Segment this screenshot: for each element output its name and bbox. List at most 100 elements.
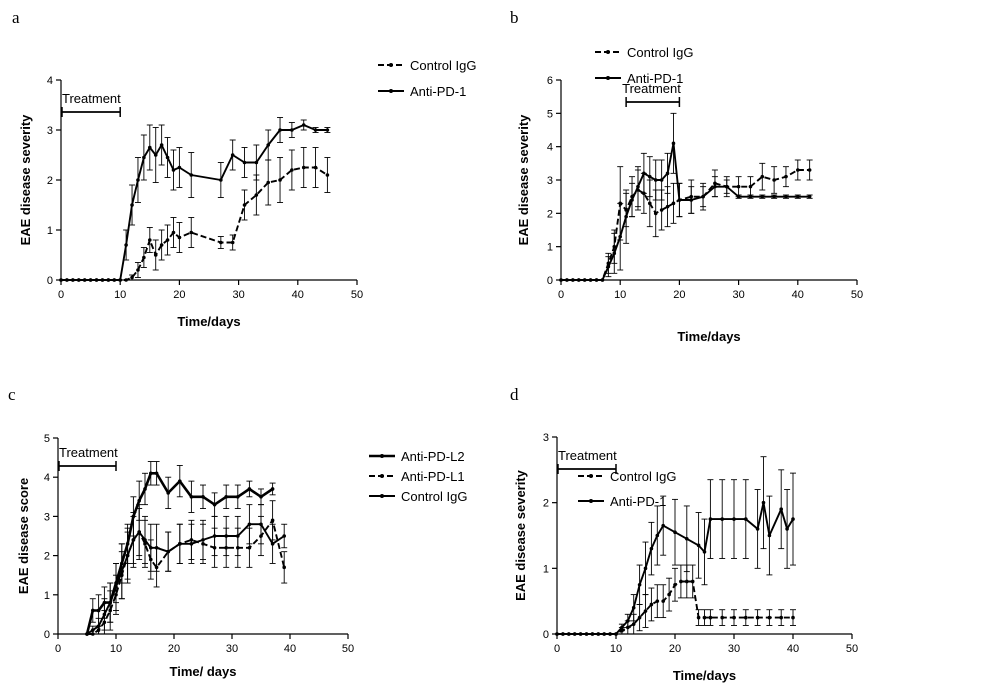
x-tick-label: 30 — [232, 289, 244, 301]
data-point — [655, 599, 660, 603]
data-point — [755, 527, 760, 531]
data-point — [171, 168, 176, 172]
data-point — [673, 582, 677, 587]
data-point — [189, 495, 194, 499]
data-point — [701, 194, 705, 199]
y-tick-label: 5 — [44, 433, 50, 445]
data-point — [748, 184, 753, 189]
data-point — [685, 579, 689, 584]
data-point — [94, 278, 99, 282]
data-point — [653, 211, 658, 216]
treatment-label: Treatment — [558, 448, 617, 463]
data-point — [96, 608, 101, 613]
data-point — [266, 143, 271, 147]
treatment-label: Treatment — [62, 91, 121, 106]
data-point — [230, 240, 235, 245]
data-point — [96, 624, 101, 628]
x-tick-label: 40 — [284, 643, 296, 655]
data-point — [177, 165, 182, 170]
legend-marker — [380, 494, 384, 498]
data-point — [606, 264, 611, 269]
series-line-control-igg — [61, 166, 328, 281]
data-point — [630, 198, 634, 202]
data-point — [219, 240, 223, 245]
data-point — [612, 251, 617, 256]
data-point — [148, 145, 152, 150]
y-axis-title: EAE disease severity — [516, 114, 531, 246]
data-point — [594, 278, 599, 282]
y-tick-label: 4 — [547, 142, 553, 154]
data-point — [767, 615, 772, 620]
data-point — [143, 538, 147, 542]
x-axis-title: Time/days — [677, 329, 740, 344]
data-point — [582, 278, 587, 282]
data-point — [266, 180, 271, 185]
data-point — [125, 553, 130, 558]
data-point — [608, 632, 612, 636]
data-point — [584, 632, 589, 636]
data-point — [736, 184, 741, 189]
x-tick-label: 20 — [168, 643, 180, 655]
data-point — [744, 615, 748, 620]
y-tick-label: 3 — [44, 511, 50, 523]
data-point — [807, 194, 812, 199]
data-point — [760, 194, 765, 199]
data-point — [643, 566, 648, 571]
data-point — [201, 538, 205, 542]
y-tick-label: 1 — [543, 563, 549, 575]
legend-marker — [389, 63, 393, 67]
data-point — [690, 579, 695, 584]
data-point — [189, 542, 194, 546]
data-point — [290, 168, 294, 172]
x-tick-label: 0 — [58, 289, 64, 301]
data-point — [290, 128, 294, 132]
x-tick-label: 40 — [792, 289, 804, 301]
data-point — [219, 178, 223, 182]
data-point — [649, 546, 654, 551]
data-point — [177, 235, 182, 240]
data-point — [596, 632, 601, 636]
treatment-label: Treatment — [59, 445, 118, 460]
data-point — [637, 582, 642, 587]
data-point — [325, 128, 330, 132]
data-point — [559, 278, 563, 282]
legend-marker — [589, 499, 593, 503]
data-point — [278, 178, 282, 182]
data-point — [571, 278, 575, 282]
data-point — [565, 278, 569, 282]
data-point — [282, 534, 287, 538]
x-tick-label: 30 — [226, 643, 238, 655]
data-point — [779, 507, 783, 512]
panel-label-a: a — [12, 8, 20, 27]
data-point — [648, 174, 652, 179]
data-point — [137, 530, 141, 534]
legend-label: Anti-PD-1 — [627, 71, 683, 86]
data-point — [242, 203, 247, 207]
data-point — [720, 517, 724, 521]
x-tick-label: 50 — [351, 289, 363, 301]
data-point — [313, 165, 318, 170]
data-point — [620, 625, 624, 630]
y-tick-label: 1 — [47, 225, 53, 237]
y-tick-label: 1 — [547, 242, 553, 254]
data-point — [224, 534, 228, 538]
data-point — [785, 527, 789, 531]
data-point — [278, 128, 282, 132]
data-point — [254, 193, 259, 197]
data-point — [59, 278, 63, 282]
x-tick-label: 10 — [610, 643, 622, 655]
x-tick-label: 0 — [55, 643, 61, 655]
data-point — [578, 632, 583, 636]
x-tick-label: 0 — [558, 289, 564, 301]
data-point — [761, 500, 766, 505]
legend-marker — [380, 474, 384, 478]
data-point — [282, 565, 287, 570]
data-point — [671, 141, 676, 146]
legend-label: Control IgG — [627, 45, 693, 60]
y-tick-label: 0 — [543, 629, 549, 641]
data-point — [588, 278, 593, 282]
x-tick-label: 40 — [787, 643, 799, 655]
data-point — [130, 203, 134, 207]
